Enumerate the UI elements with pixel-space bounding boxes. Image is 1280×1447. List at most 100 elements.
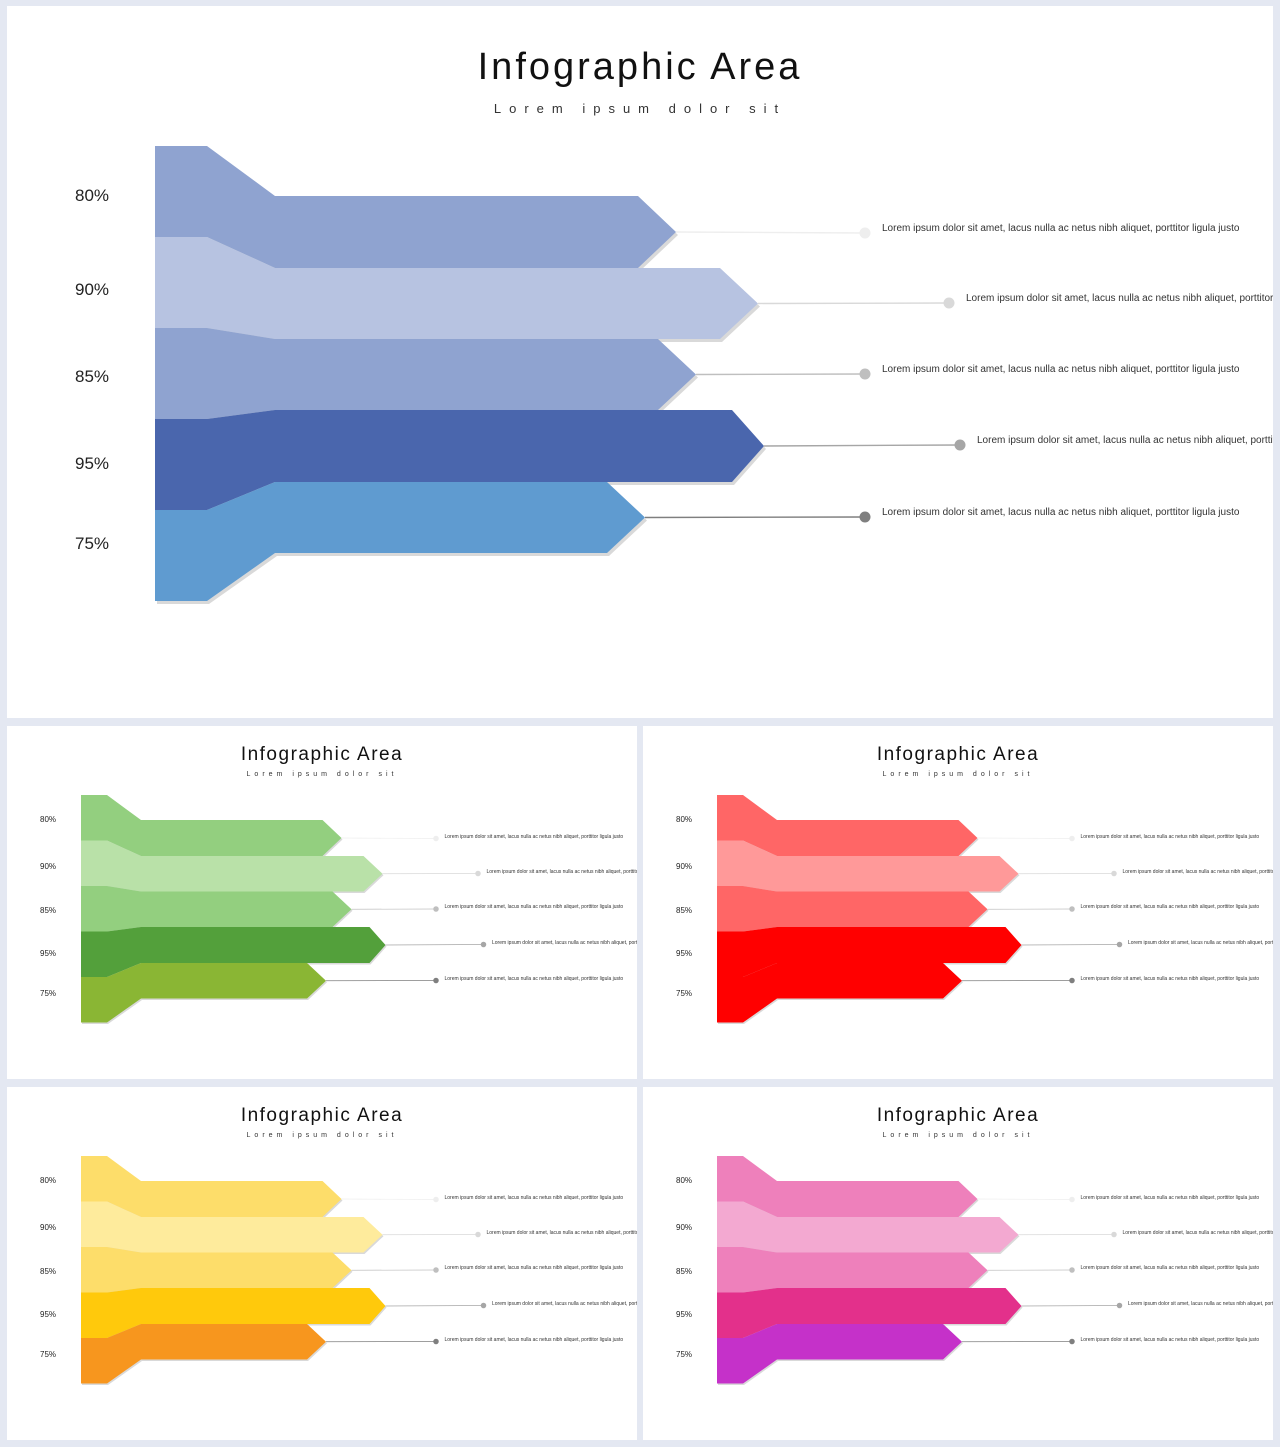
connector-line [695, 373, 866, 376]
arrow-band [155, 237, 758, 339]
percent-label: 95% [40, 1310, 57, 1319]
slide-subtitle: Lorem ipsum dolor sit [882, 771, 1034, 778]
percent-label: 90% [40, 1223, 57, 1232]
percent-label: 95% [75, 454, 110, 473]
connector-line [675, 231, 866, 234]
description-text: Lorem ipsum dolor sit amet, lacus nulla … [492, 1300, 637, 1307]
connector-line [1021, 1305, 1120, 1307]
arrow-band [81, 1201, 383, 1253]
arrow-band [717, 927, 1022, 977]
connector-line [644, 516, 866, 519]
description-text: Lorem ipsum dolor sit amet, lacus nulla … [882, 364, 1240, 375]
connector-dot [1116, 941, 1123, 948]
slide-subtitle: Lorem ipsum dolor sit [493, 101, 787, 116]
description-text: Lorem ipsum dolor sit amet, lacus nulla … [1080, 1194, 1260, 1201]
connector-dot [480, 941, 487, 948]
description-text: Lorem ipsum dolor sit amet, lacus nulla … [1080, 975, 1260, 982]
arrow-chart [717, 1156, 1123, 1385]
connector-dot [433, 1267, 439, 1273]
connector-line [977, 837, 1073, 839]
arrow-band [717, 1201, 1019, 1253]
slide-green: Infographic Area Lorem ipsum dolor sit 8… [7, 726, 637, 1079]
percent-label: 95% [676, 1310, 693, 1319]
description-text: Lorem ipsum dolor sit amet, lacus nulla … [1080, 833, 1260, 840]
arrow-chart [81, 795, 487, 1024]
description-text: Lorem ipsum dolor sit amet, lacus nulla … [492, 939, 637, 946]
arrow-band [155, 146, 676, 268]
connector-dot [433, 977, 439, 984]
percent-label: 75% [676, 989, 693, 998]
connector-dot [1116, 1302, 1123, 1309]
connector-dot [954, 439, 966, 451]
percent-label: 80% [676, 815, 693, 824]
arrow-chart [717, 795, 1123, 1024]
connector-line [385, 1305, 484, 1307]
description-text: Lorem ipsum dolor sit amet, lacus nulla … [486, 1229, 638, 1236]
connector-dot [859, 227, 871, 239]
arrow-band [81, 795, 342, 856]
percent-label: 85% [40, 1266, 57, 1276]
arrow-band [717, 1247, 988, 1293]
slide-title: Infographic Area [240, 744, 404, 765]
percent-label: 75% [676, 1350, 693, 1359]
description-text: Lorem ipsum dolor sit amet, lacus nulla … [444, 975, 624, 982]
percent-label: 80% [676, 1176, 693, 1185]
connector-dot [475, 870, 481, 877]
connector-dot [1069, 1267, 1075, 1273]
arrow-band [81, 840, 383, 892]
arrow-chart [155, 146, 966, 604]
percent-label: 85% [40, 905, 57, 915]
description-text: Lorem ipsum dolor sit amet, lacus nulla … [1128, 1300, 1273, 1307]
percent-label: 95% [40, 949, 57, 958]
slide-red: Infographic Area Lorem ipsum dolor sit 8… [643, 726, 1273, 1079]
slide-title: Infographic Area [240, 1105, 404, 1126]
slide-subtitle: Lorem ipsum dolor sit [246, 771, 398, 778]
description-text: Lorem ipsum dolor sit amet, lacus nulla … [486, 868, 638, 875]
slide-large: Infographic Area Lorem ipsum dolor sit 8… [7, 6, 1273, 718]
description-text: Lorem ipsum dolor sit amet, lacus nulla … [444, 1336, 624, 1343]
description-text: Lorem ipsum dolor sit amet, lacus nulla … [966, 293, 1273, 304]
arrow-band [81, 886, 352, 932]
arrow-band [717, 840, 1019, 892]
connector-dot [943, 297, 955, 309]
connector-dot [1069, 906, 1075, 912]
percent-label: 75% [40, 989, 57, 998]
description-text: Lorem ipsum dolor sit amet, lacus nulla … [882, 507, 1240, 518]
percent-label: 80% [40, 815, 57, 824]
slide-yellow: Infographic Area Lorem ipsum dolor sit 8… [7, 1087, 637, 1440]
description-text: Lorem ipsum dolor sit amet, lacus nulla … [444, 1194, 624, 1201]
connector-dot [859, 511, 871, 523]
slide-subtitle: Lorem ipsum dolor sit [882, 1132, 1034, 1139]
description-text: Lorem ipsum dolor sit amet, lacus nulla … [444, 833, 624, 840]
arrow-band [717, 1156, 978, 1217]
arrow-chart [81, 1156, 487, 1385]
connector-dot [859, 368, 871, 380]
connector-dot [433, 1338, 439, 1345]
description-text: Lorem ipsum dolor sit amet, lacus nulla … [977, 435, 1273, 446]
percent-label: 85% [676, 905, 693, 915]
percent-label: 75% [75, 534, 110, 553]
arrow-band [717, 795, 978, 856]
connector-dot [433, 835, 439, 842]
slide-title: Infographic Area [477, 46, 803, 88]
description-text: Lorem ipsum dolor sit amet, lacus nulla … [1080, 904, 1260, 910]
description-text: Lorem ipsum dolor sit amet, lacus nulla … [1080, 1336, 1260, 1343]
arrow-band [155, 482, 645, 601]
connector-line [385, 944, 484, 946]
percent-label: 85% [676, 1266, 693, 1276]
arrow-band [717, 1324, 962, 1384]
percent-label: 85% [75, 367, 110, 386]
percent-label: 90% [75, 280, 110, 299]
description-text: Lorem ipsum dolor sit amet, lacus nulla … [882, 223, 1240, 234]
connector-dot [1069, 835, 1075, 842]
connector-dot [1069, 1338, 1075, 1345]
arrow-band [81, 927, 386, 977]
connector-dot [1111, 1231, 1117, 1238]
description-text: Lorem ipsum dolor sit amet, lacus nulla … [1122, 1229, 1274, 1236]
arrow-band [717, 1288, 1022, 1338]
connector-dot [1069, 977, 1075, 984]
percent-label: 90% [676, 1223, 693, 1232]
percent-label: 95% [676, 949, 693, 958]
arrow-band [81, 1247, 352, 1293]
description-text: Lorem ipsum dolor sit amet, lacus nulla … [1128, 939, 1273, 946]
